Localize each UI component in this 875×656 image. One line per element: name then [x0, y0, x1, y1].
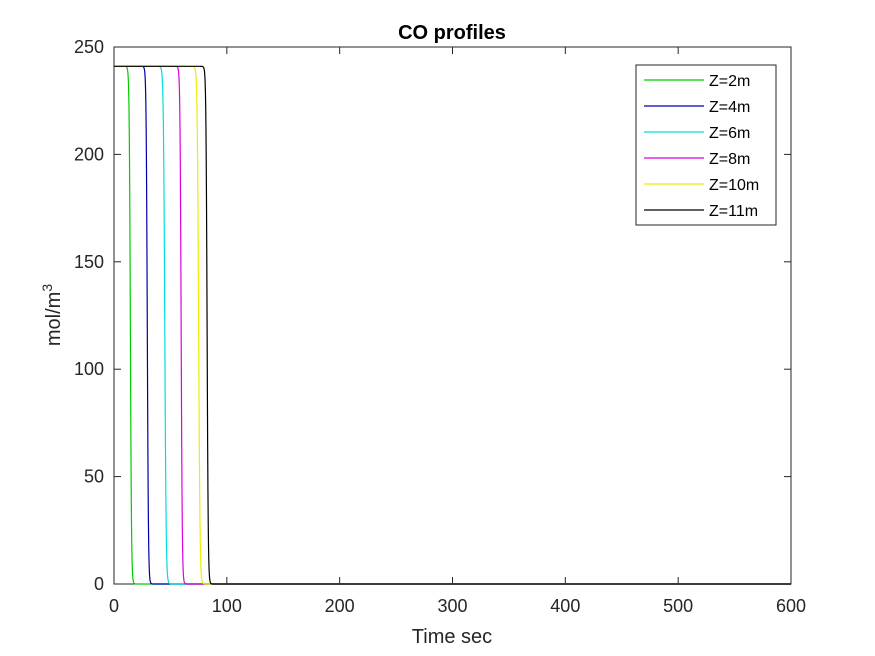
x-axis-label: Time sec	[412, 626, 492, 648]
series-layer	[114, 65, 791, 585]
x-tick-label: 500	[663, 596, 693, 616]
y-axis-label-base: mol/m	[43, 292, 65, 346]
y-tick-label: 0	[94, 574, 104, 594]
y-tick-label: 100	[74, 359, 104, 379]
x-axis: 0 100 200 300 400 500 600	[109, 47, 806, 616]
chart-title: CO profiles	[398, 22, 506, 44]
y-axis: 0 50 100 150 200 250	[74, 37, 791, 594]
y-axis-label: mol/m3	[39, 284, 65, 346]
x-tick-label: 200	[325, 596, 355, 616]
x-tick-label: 600	[776, 596, 806, 616]
legend-entry-label: Z=11m	[709, 203, 758, 220]
x-tick-label: 0	[109, 596, 119, 616]
legend-entry-label: Z=2m	[709, 73, 750, 90]
y-tick-label: 200	[74, 144, 104, 164]
x-tick-label: 300	[437, 596, 467, 616]
legend: Z=2m Z=4m Z=6m Z=8m Z=10m Z=11m	[635, 64, 777, 226]
y-tick-label: 50	[84, 467, 104, 487]
y-tick-label: 150	[74, 252, 104, 272]
series-line-z-11m	[114, 65, 791, 585]
legend-entry-label: Z=6m	[709, 125, 750, 142]
legend-entry-label: Z=8m	[709, 151, 750, 168]
legend-box	[635, 64, 777, 226]
legend-entry-label: Z=10m	[709, 177, 759, 194]
y-axis-label-superscript: 3	[39, 284, 55, 292]
x-tick-label: 400	[550, 596, 580, 616]
x-tick-label: 100	[212, 596, 242, 616]
legend-entry-label: Z=4m	[709, 99, 750, 116]
y-tick-label: 250	[74, 37, 104, 57]
